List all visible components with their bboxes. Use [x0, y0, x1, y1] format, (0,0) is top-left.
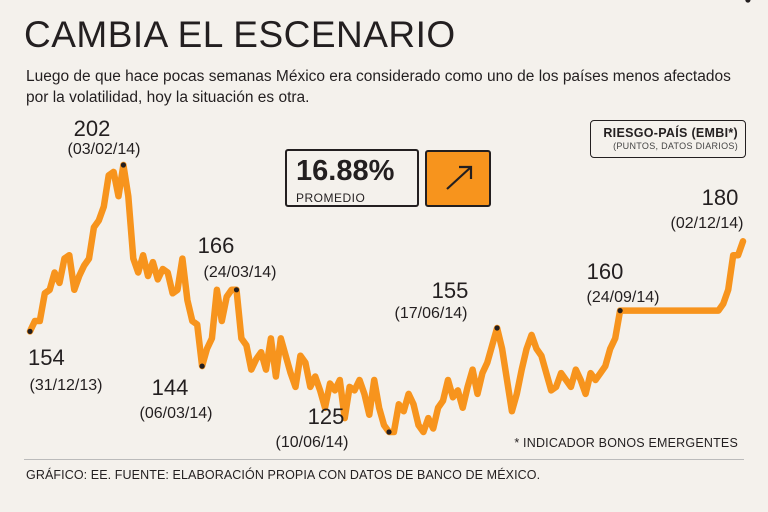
source-note: GRÁFICO: EE. FUENTE: ELABORACIÓN PROPIA … — [26, 468, 541, 482]
data-label-date: (03/02/14) — [68, 141, 141, 158]
data-label-date: (10/06/14) — [276, 434, 349, 451]
data-point-marker — [494, 325, 500, 331]
data-label-date: (02/12/14) — [671, 215, 744, 232]
chart-title: CAMBIA EL ESCENARIO — [24, 14, 456, 55]
divider — [24, 459, 744, 460]
data-label-value: 144 — [152, 375, 189, 400]
legend: RIESGO-PAÍS (EMBI*) (PUNTOS, DATOS DIARI… — [590, 120, 746, 158]
chart-subtitle: Luego de que hace pocas semanas México e… — [26, 68, 731, 106]
data-point-marker — [386, 429, 392, 435]
data-label-value: 166 — [198, 233, 235, 258]
average-arrow-box — [425, 150, 491, 207]
data-label-value: 155 — [432, 278, 469, 303]
data-label-value: 180 — [702, 185, 739, 210]
average-box: 16.88% PROMEDIO — [285, 149, 419, 207]
data-label-date: (24/03/14) — [204, 264, 277, 281]
average-label: PROMEDIO — [296, 191, 366, 205]
average-value: 16.88% — [296, 155, 395, 187]
legend-units: (PUNTOS, DATOS DIARIOS) — [613, 141, 738, 151]
data-label-value: 154 — [28, 345, 65, 370]
data-label-date: (31/12/13) — [30, 377, 103, 394]
data-label-date: (17/06/14) — [395, 305, 468, 322]
data-label-value: 202 — [74, 116, 111, 141]
data-label-value: 125 — [308, 404, 345, 429]
legend-title: RIESGO-PAÍS (EMBI*) — [603, 126, 738, 140]
footnote: * INDICADOR BONOS EMERGENTES — [514, 436, 738, 450]
arrow-up-right-icon — [446, 165, 473, 190]
annotation-layer: 154 (31/12/13) 202(03/02/14) 144 (06/03/14) 1… — [27, 0, 751, 451]
data-point-marker — [617, 308, 623, 314]
series-line-embi — [26, 161, 747, 436]
data-point-marker — [120, 162, 126, 168]
data-point-marker — [199, 363, 205, 369]
data-point-marker — [233, 287, 240, 293]
data-label-value: 160 — [587, 259, 624, 284]
data-label-date: (06/03/14) — [140, 405, 213, 422]
data-label-date: (24/09/14) — [587, 289, 660, 306]
data-point-marker — [745, 0, 751, 3]
data-point-marker — [27, 328, 33, 334]
